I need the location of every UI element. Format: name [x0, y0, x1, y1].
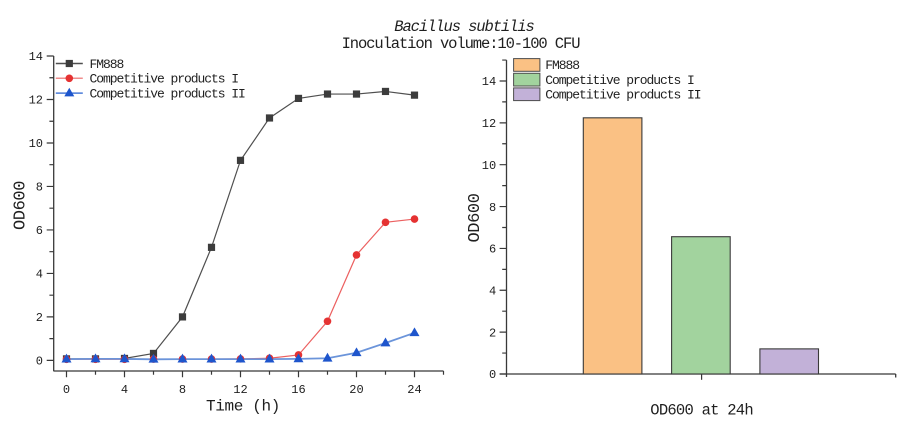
svg-text:Competitive products I: Competitive products I	[90, 72, 239, 87]
svg-text:Competitive products II: Competitive products II	[90, 86, 246, 101]
svg-text:Inoculation volume:10-100 CFU: Inoculation volume:10-100 CFU	[342, 35, 581, 53]
svg-text:OD600: OD600	[466, 193, 485, 242]
svg-text:8: 8	[179, 383, 186, 397]
svg-text:FM888: FM888	[90, 57, 124, 72]
svg-text:4: 4	[121, 383, 128, 397]
svg-text:0: 0	[36, 355, 43, 369]
svg-text:8: 8	[489, 201, 496, 215]
svg-text:2: 2	[489, 326, 496, 340]
svg-text:10: 10	[482, 159, 496, 173]
svg-text:Time (h): Time (h)	[206, 398, 280, 416]
svg-text:20: 20	[349, 383, 363, 397]
svg-text:4: 4	[489, 284, 496, 298]
svg-text:0: 0	[489, 368, 496, 382]
svg-text:OD600 at 24h: OD600 at 24h	[650, 402, 753, 420]
svg-text:8: 8	[36, 181, 43, 195]
svg-text:OD600: OD600	[12, 181, 31, 230]
svg-text:0: 0	[63, 383, 70, 397]
svg-text:12: 12	[233, 383, 247, 397]
svg-text:14: 14	[482, 75, 496, 89]
svg-text:Competitive products I: Competitive products I	[545, 73, 694, 88]
svg-text:24: 24	[407, 383, 421, 397]
svg-text:12: 12	[29, 94, 43, 108]
svg-text:Competitive products II: Competitive products II	[545, 87, 701, 102]
svg-text:FM888: FM888	[545, 58, 579, 73]
svg-text:14: 14	[29, 50, 43, 64]
svg-text:10: 10	[29, 137, 43, 151]
svg-text:12: 12	[482, 117, 496, 131]
svg-text:16: 16	[291, 383, 305, 397]
svg-text:Bacillus subtilis: Bacillus subtilis	[394, 18, 534, 36]
svg-text:6: 6	[489, 243, 496, 257]
svg-text:4: 4	[36, 268, 43, 282]
svg-text:2: 2	[36, 311, 43, 325]
svg-text:6: 6	[36, 224, 43, 238]
